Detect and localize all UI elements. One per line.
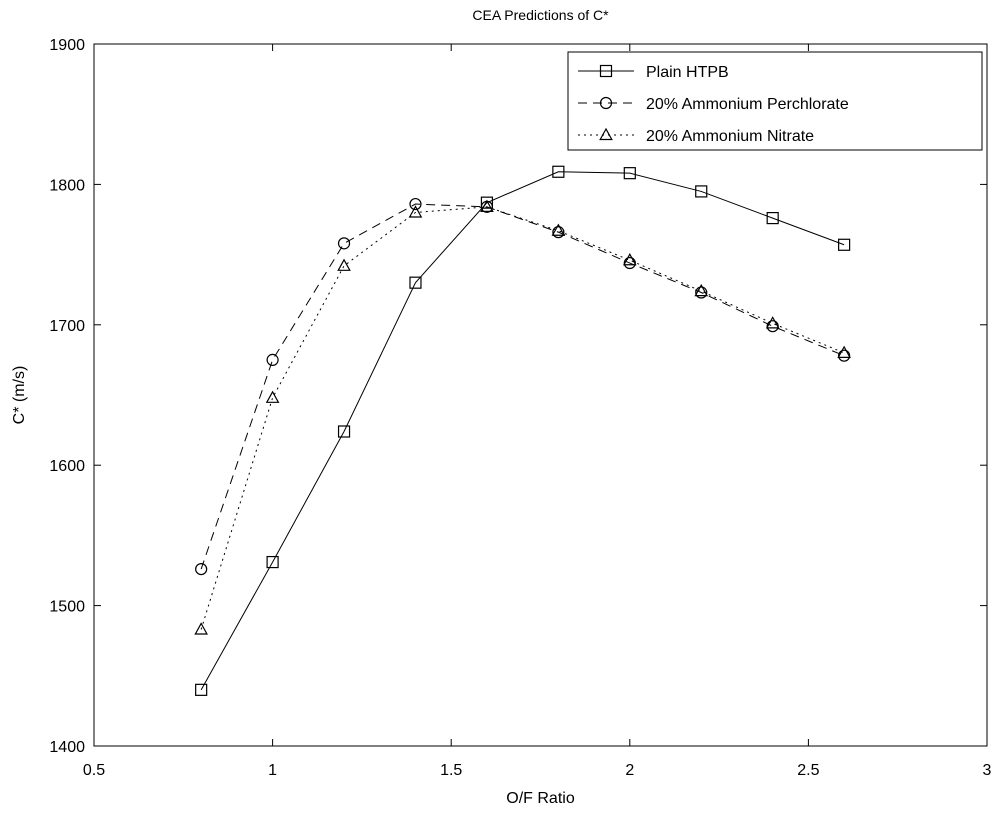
y-axis-label: C* (m/s)	[11, 366, 28, 425]
data-point-triangle	[694, 283, 709, 297]
legend-marker-circle	[599, 96, 613, 110]
data-point-triangle	[265, 390, 280, 403]
chart-title: CEA Predictions of C*	[472, 7, 609, 23]
y-tick-label: 1600	[49, 458, 85, 475]
x-axis-label: O/F Ratio	[506, 790, 575, 807]
plot-area	[93, 43, 988, 747]
data-point-circle	[838, 349, 851, 362]
data-point-square	[695, 185, 708, 198]
data-point-square	[480, 196, 494, 209]
legend-label: Plain HTPB	[646, 64, 729, 81]
legend-label: 20% Ammonium Perchlorate	[646, 96, 849, 113]
data-point-circle	[337, 237, 351, 250]
x-tick-label: 3	[983, 762, 992, 779]
x-tick-label: 0.5	[83, 762, 105, 779]
legend-item: Plain HTPB	[578, 64, 729, 81]
legend-marker-triangle	[599, 127, 613, 141]
data-point-circle	[766, 320, 779, 333]
data-point-square	[766, 211, 779, 225]
series-line	[200, 171, 845, 691]
data-point-square	[266, 555, 279, 569]
data-point-triangle	[551, 223, 566, 236]
data-point-square	[409, 276, 422, 289]
data-point-square	[838, 238, 851, 251]
legend-item: 20% Ammonium Perchlorate	[578, 96, 849, 113]
y-tick-label: 1400	[49, 739, 85, 756]
legend-item: 20% Ammonium Nitrate	[578, 127, 814, 145]
x-tick-label: 1	[268, 762, 277, 779]
x-tick-label: 2.5	[797, 762, 819, 779]
data-point-square	[195, 683, 208, 696]
data-point-circle	[695, 286, 708, 299]
data-point-circle	[552, 226, 565, 239]
data-point-triangle	[622, 252, 637, 266]
data-point-circle	[266, 353, 279, 366]
data-point-triangle	[194, 622, 208, 635]
y-tick-label: 1700	[49, 318, 85, 335]
series-layer	[194, 165, 851, 696]
y-tick-label: 1800	[49, 177, 85, 194]
y-tick-label: 1900	[49, 37, 85, 54]
x-tick-label: 1.5	[440, 762, 462, 779]
legend-box	[567, 51, 983, 151]
x-tick-label: 2	[625, 762, 634, 779]
y-tick-label: 1500	[49, 599, 85, 616]
data-point-triangle	[337, 258, 351, 271]
series-line	[200, 203, 845, 570]
data-point-circle	[195, 562, 208, 576]
data-point-square	[552, 165, 565, 178]
data-point-circle	[409, 197, 422, 211]
series-triangle	[194, 199, 851, 635]
legend: Plain HTPB 20% Ammonium Perchlorate 20% Am…	[567, 51, 983, 151]
data-point-square	[623, 167, 636, 180]
series-circle	[195, 197, 851, 576]
axis-ticks: 0.5 1 1.5 2 2.5 3 1400 1500 1600 1700 1800 1900	[49, 37, 991, 779]
data-point-square	[337, 425, 351, 438]
legend-marker-square	[599, 64, 613, 78]
data-point-triangle	[408, 205, 423, 218]
data-point-triangle	[765, 316, 780, 329]
data-point-triangle	[837, 345, 851, 358]
legend-label: 20% Ammonium Nitrate	[646, 128, 814, 145]
data-point-triangle	[480, 199, 494, 212]
series-square	[195, 165, 851, 696]
series-line	[200, 206, 845, 630]
